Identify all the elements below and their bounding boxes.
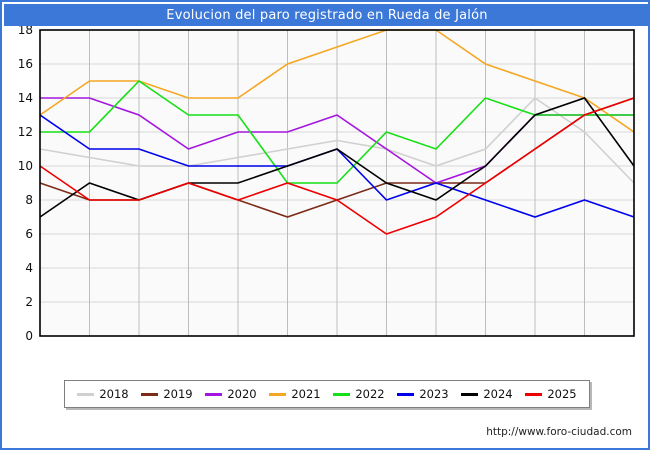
plot-frame [39,29,635,337]
page-title: Evolucion del paro registrado en Rueda d… [166,7,488,23]
legend-item-2018[interactable]: 2018 [77,387,129,401]
legend-swatch-icon [141,392,159,396]
window-titlebar: Evolucion del paro registrado en Rueda d… [4,4,650,26]
y-tick-label: 2 [25,295,33,309]
legend-item-2022[interactable]: 2022 [333,387,385,401]
legend-label: 2025 [547,387,577,401]
series-line-2018 [39,96,635,184]
y-tick-label: 6 [25,227,33,241]
legend-swatch-icon [269,392,287,396]
legend-item-2019[interactable]: 2019 [141,387,193,401]
legend-swatch-icon [333,392,351,396]
legend-swatch-icon [77,392,95,396]
series-lines [39,29,635,235]
legend-label: 2021 [291,387,321,401]
y-tick-label: 16 [18,57,33,71]
legend-swatch-icon [397,392,415,396]
y-axis-ticklabels: 0 2 4 6 8 10 12 14 16 18 [18,26,33,342]
legend-label: 2022 [355,387,385,401]
y-tick-label: 10 [18,159,33,173]
legend-label: 2023 [419,387,449,401]
legend-item-2021[interactable]: 2021 [269,387,321,401]
legend-label: 2024 [483,387,513,401]
y-tick-label: 12 [18,125,33,139]
series-line-2025 [39,97,635,235]
y-tick-label: 14 [18,91,33,105]
y-tick-label: 18 [18,26,33,37]
chart-legend: 2018 2019 2020 2021 2022 2023 2024 2025 [64,380,590,408]
y-tick-label: 8 [25,193,33,207]
legend-label: 2018 [99,387,129,401]
legend-item-2025[interactable]: 2025 [525,387,577,401]
y-tick-label: 4 [25,261,33,275]
legend-item-2023[interactable]: 2023 [397,387,449,401]
legend-item-2020[interactable]: 2020 [205,387,257,401]
y-tick-label: 0 [25,329,33,342]
legend-label: 2019 [163,387,193,401]
legend-item-2024[interactable]: 2024 [461,387,513,401]
legend-swatch-icon [525,392,543,396]
legend-swatch-icon [461,392,479,396]
legend-label: 2020 [227,387,257,401]
legend-swatch-icon [205,392,223,396]
source-url: http://www.foro-ciudad.com [486,426,632,438]
